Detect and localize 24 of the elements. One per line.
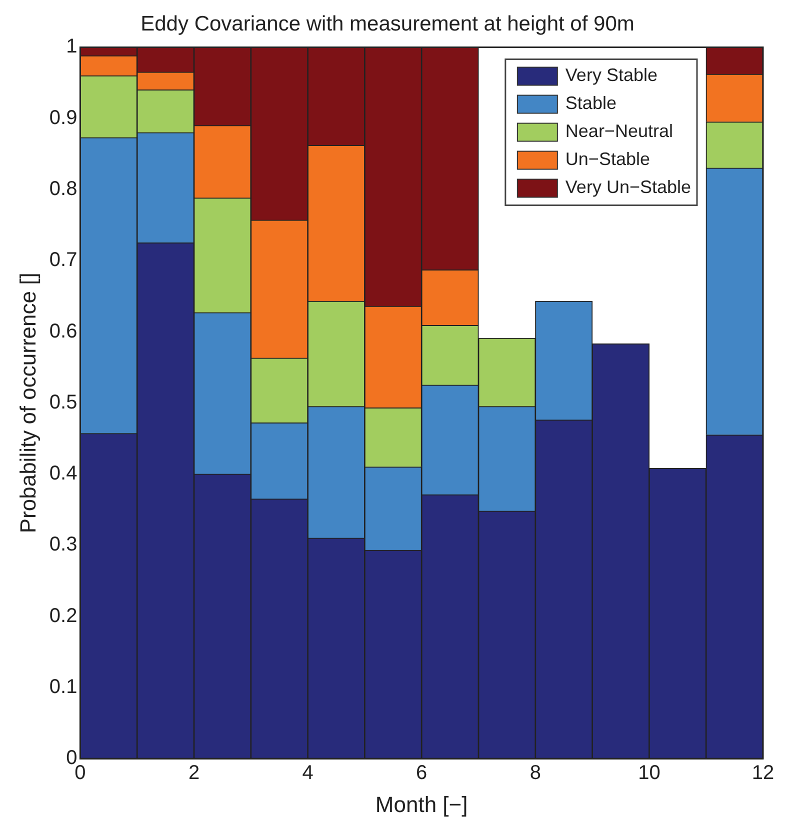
x-tick-label: 12 <box>752 762 774 784</box>
y-axis-title: Probability of occurrence [] <box>15 272 40 534</box>
legend-label: Stable <box>565 93 616 114</box>
legend-label: Near−Neutral <box>565 121 673 142</box>
x-tick-label: 4 <box>302 762 314 784</box>
y-tick-label: 0.6 <box>49 320 78 342</box>
y-tick-label: 0.1 <box>49 676 78 698</box>
y-tick-label: 0.4 <box>49 462 78 485</box>
chart-title: Eddy Covariance with measurement at height of 90m <box>140 12 634 36</box>
legend-label: Un−Stable <box>565 149 650 170</box>
legend-label: Very Stable <box>565 65 658 86</box>
y-tick-label: 0.5 <box>49 391 78 414</box>
x-tick-label: 8 <box>530 762 541 784</box>
y-tick-label: 1 <box>66 36 78 58</box>
y-tick-label: 0.8 <box>49 178 78 200</box>
x-tick-label: 2 <box>188 762 200 784</box>
x-tick-label: 6 <box>416 762 428 784</box>
legend-label: Very Un−Stable <box>565 177 691 198</box>
x-axis-title: Month [−] <box>375 792 468 817</box>
y-tick-label: 0.2 <box>49 604 78 627</box>
y-tick-label: 0.9 <box>49 106 78 129</box>
y-tick-label: 0.3 <box>49 534 78 556</box>
y-tick-label: 0.7 <box>49 249 78 272</box>
x-tick-label: 10 <box>638 762 660 784</box>
